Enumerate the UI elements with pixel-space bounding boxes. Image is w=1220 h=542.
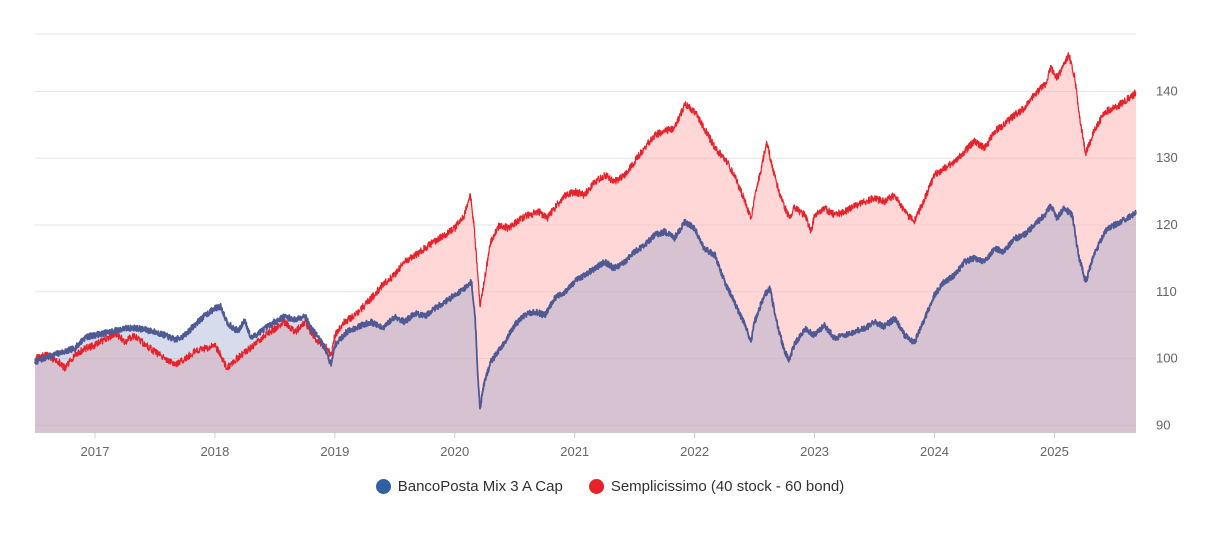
line-bancoposta[interactable] (34, 203, 1137, 410)
performance-chart: 2017 2018 2019 2020 2021 2022 2023 2024 2025 90 1… (34, 33, 1178, 459)
y-tick-label: 120 (1156, 217, 1178, 232)
x-tick-label: 2022 (680, 444, 709, 459)
line-semplicissimo[interactable] (34, 52, 1137, 372)
x-axis: 2017 2018 2019 2020 2021 2022 2023 2024 2025 (35, 432, 1136, 459)
y-tick-label: 130 (1156, 150, 1178, 165)
legend-marker-bancoposta (375, 479, 391, 494)
area-semplicissimo (35, 52, 1136, 433)
y-tick-label: 100 (1156, 351, 1178, 366)
area-bancoposta (35, 204, 1136, 432)
legend-item-semplicissimo[interactable]: Semplicissimo (40 stock - 60 bond) (588, 478, 845, 495)
x-tick-label: 2018 (200, 444, 229, 459)
x-tick-label: 2024 (920, 444, 949, 459)
x-tick-label: 2023 (800, 444, 829, 459)
legend-label-bancoposta: BancoPosta Mix 3 A Cap (397, 478, 563, 495)
legend-item-bancoposta[interactable]: BancoPosta Mix 3 A Cap (375, 478, 563, 495)
y-tick-label: 90 (1156, 417, 1170, 432)
series-areas (35, 52, 1136, 433)
y-axis: 90 100 110 120 130 140 (1156, 83, 1178, 432)
x-tick-label: 2025 (1040, 444, 1069, 459)
y-tick-label: 110 (1156, 284, 1177, 299)
x-tick-label: 2020 (440, 444, 469, 459)
chart-legend: BancoPosta Mix 3 A Cap Semplicissimo (40… (0, 478, 1220, 495)
legend-marker-semplicissimo (588, 479, 604, 494)
series-lines (34, 52, 1137, 410)
x-tick-label: 2021 (560, 444, 589, 459)
x-tick-label: 2019 (320, 444, 349, 459)
y-tick-label: 140 (1156, 83, 1178, 98)
x-tick-label: 2017 (81, 444, 110, 459)
legend-label-semplicissimo: Semplicissimo (40 stock - 60 bond) (610, 478, 845, 495)
